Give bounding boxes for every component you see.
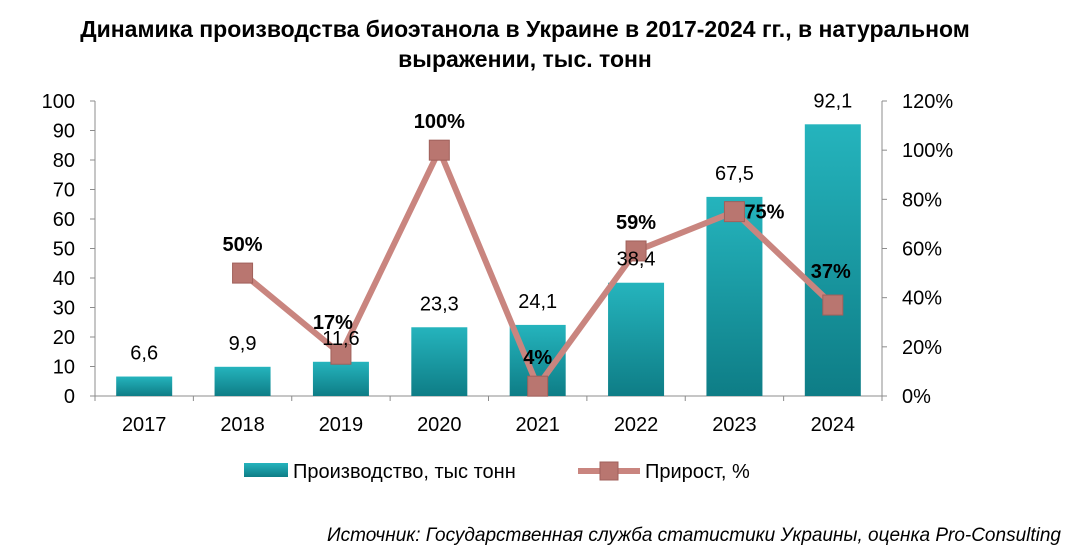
right-tick-label: 80% bbox=[902, 189, 942, 211]
production-bar bbox=[608, 282, 665, 396]
x-tick-label: 2022 bbox=[614, 414, 659, 436]
right-tick-label: 40% bbox=[902, 288, 942, 310]
bar-value-label: 38,4 bbox=[617, 249, 656, 271]
growth-marker bbox=[428, 139, 450, 161]
bar-value-label: 92,1 bbox=[813, 90, 852, 112]
left-tick-label: 60 bbox=[53, 209, 75, 231]
bar-value-label: 24,1 bbox=[518, 291, 557, 313]
chart-title-line1: Динамика производства биоэтанола в Украи… bbox=[80, 16, 970, 42]
x-tick-label: 2023 bbox=[712, 414, 757, 436]
left-tick-label: 50 bbox=[53, 239, 75, 261]
x-tick-label: 2019 bbox=[319, 414, 364, 436]
growth-value-label: 100% bbox=[414, 111, 465, 133]
production-bar bbox=[312, 361, 369, 396]
left-tick-label: 40 bbox=[53, 268, 75, 290]
growth-value-label: 4% bbox=[523, 347, 552, 369]
production-bar bbox=[411, 327, 468, 396]
growth-marker bbox=[527, 375, 549, 397]
bar-value-label: 23,3 bbox=[420, 293, 459, 315]
production-bar bbox=[214, 366, 271, 396]
data-labels: 6,6 9,9 11,6 23,3 24,1 38,4 67,5 92,1 50% 17% 100%… bbox=[130, 90, 852, 369]
left-tick-label: 30 bbox=[53, 298, 75, 320]
growth-marker bbox=[822, 294, 844, 316]
right-tick-label: 100% bbox=[902, 140, 953, 162]
production-bar bbox=[804, 124, 861, 397]
production-bar bbox=[116, 376, 173, 396]
legend-bar-swatch bbox=[244, 463, 288, 477]
growth-marker bbox=[625, 240, 647, 262]
growth-marker bbox=[330, 343, 352, 365]
right-tick-label: 120% bbox=[902, 91, 953, 113]
left-tick-label: 0 bbox=[64, 386, 75, 408]
left-tick-label: 100 bbox=[42, 91, 75, 113]
growth-value-label: 59% bbox=[616, 212, 656, 234]
chart-title: Динамика производства биоэтанола в Украи… bbox=[0, 14, 1050, 74]
legend-bar-label: Производство, тыс тонн bbox=[293, 461, 516, 483]
legend: Производство, тыс тонн Прирост, % bbox=[244, 461, 750, 483]
line-series bbox=[232, 139, 844, 397]
growth-value-label: 17% bbox=[313, 312, 353, 334]
right-tick-label: 60% bbox=[902, 239, 942, 261]
chart-title-line2: выражении, тыс. тонн bbox=[398, 46, 652, 72]
x-tick-label: 2017 bbox=[122, 414, 167, 436]
left-tick-label: 70 bbox=[53, 180, 75, 202]
left-tick-label: 10 bbox=[53, 357, 75, 379]
bar-value-label: 11,6 bbox=[322, 328, 359, 350]
growth-value-label: 75% bbox=[744, 202, 784, 224]
x-tick-label: 2018 bbox=[220, 414, 265, 436]
growth-marker bbox=[232, 262, 254, 284]
legend-line-marker bbox=[599, 461, 619, 481]
growth-marker bbox=[723, 201, 745, 223]
right-tick-label: 20% bbox=[902, 337, 942, 359]
right-tick-label: 0% bbox=[902, 386, 931, 408]
bar-value-label: 6,6 bbox=[130, 343, 158, 365]
x-tick-label: 2021 bbox=[515, 414, 560, 436]
x-tick-label: 2020 bbox=[417, 414, 462, 436]
axes: 0 10 20 30 40 50 60 70 80 90 100 0% 20% 40% 60% 80% 100%… bbox=[42, 91, 954, 436]
bar-value-label: 67,5 bbox=[715, 163, 754, 185]
x-tick-label: 2024 bbox=[811, 414, 856, 436]
left-tick-label: 80 bbox=[53, 150, 75, 172]
growth-value-label: 37% bbox=[811, 261, 851, 283]
source-note: Источник: Государственная служба статист… bbox=[326, 525, 1061, 546]
bar-series bbox=[116, 124, 861, 397]
left-tick-label: 20 bbox=[53, 327, 75, 349]
growth-value-label: 50% bbox=[223, 234, 263, 256]
bar-value-label: 9,9 bbox=[229, 333, 257, 355]
legend-line-label: Прирост, % bbox=[645, 461, 750, 483]
left-tick-label: 90 bbox=[53, 121, 75, 143]
